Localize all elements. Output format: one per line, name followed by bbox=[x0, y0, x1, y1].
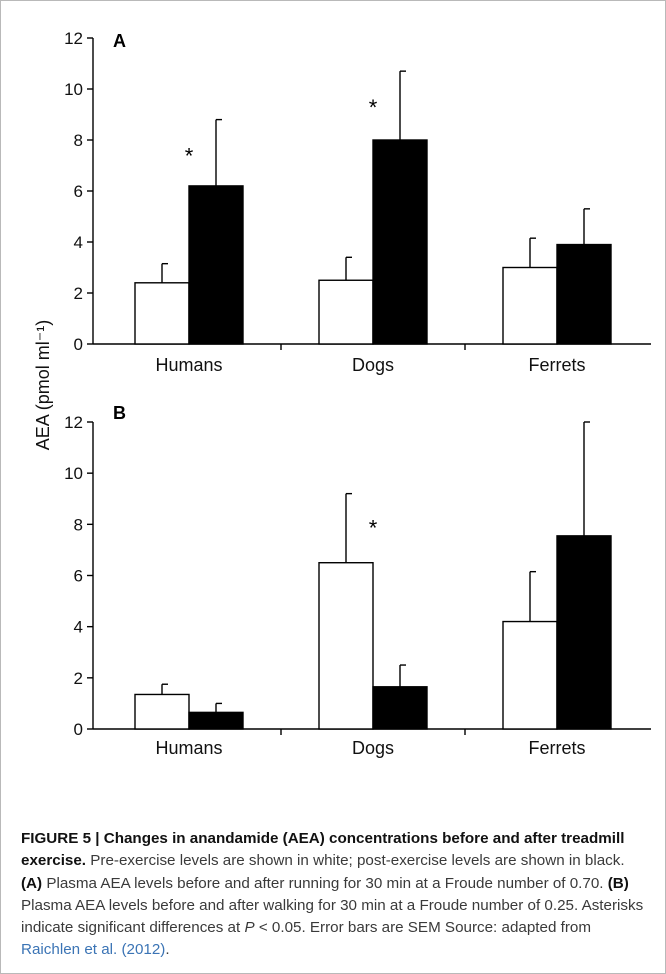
y-tick-label: 8 bbox=[74, 131, 83, 150]
bar bbox=[556, 243, 612, 345]
caption-figure-title: FIGURE 5 | Changes in anandamide (AEA) c… bbox=[21, 830, 625, 870]
y-tick-label: 0 bbox=[74, 335, 83, 354]
bar bbox=[372, 139, 428, 345]
caption-label-b: (B) bbox=[607, 874, 629, 892]
bar bbox=[502, 620, 558, 730]
panel-label: A bbox=[113, 31, 126, 51]
y-tick-label: 10 bbox=[64, 80, 83, 99]
caption-reference-link[interactable]: Raichlen et al. (2012) bbox=[21, 941, 166, 959]
x-category-label: Dogs bbox=[352, 355, 394, 375]
caption-text-1: Pre-exercise levels are shown in white; … bbox=[86, 852, 625, 870]
significance-asterisk: * bbox=[369, 516, 378, 541]
y-tick-label: 8 bbox=[74, 515, 83, 534]
significance-asterisk: * bbox=[369, 95, 378, 120]
x-category-label: Ferrets bbox=[528, 738, 585, 758]
bar bbox=[372, 686, 428, 730]
significance-asterisk: * bbox=[185, 144, 194, 169]
caption-text-end: . bbox=[165, 941, 170, 959]
y-tick-label: 2 bbox=[74, 284, 83, 303]
bar bbox=[318, 279, 374, 345]
y-tick-label: 6 bbox=[74, 567, 83, 586]
figure-5-charts: 0 2 4 6 8 10 12 A Humans Dogs Ferrets * * 0 2 4 6 8 10 12 B H… bbox=[33, 29, 651, 758]
x-category-label: Humans bbox=[155, 355, 222, 375]
y-tick-label: 4 bbox=[74, 233, 83, 252]
bar bbox=[188, 711, 244, 730]
bar bbox=[502, 266, 558, 345]
y-tick-label: 10 bbox=[64, 464, 83, 483]
bar bbox=[134, 282, 190, 345]
bar bbox=[188, 185, 244, 345]
y-tick-label: 12 bbox=[64, 413, 83, 432]
caption-label-a: (A) bbox=[21, 874, 43, 892]
y-tick-label: 6 bbox=[74, 182, 83, 201]
y-tick-label: 12 bbox=[64, 29, 83, 48]
caption-text-b: Plasma AEA levels before and after walki… bbox=[21, 896, 644, 937]
y-tick-label: 4 bbox=[74, 618, 83, 637]
y-axis-label: AEA (pmol ml⁻¹) bbox=[33, 320, 53, 451]
figure-caption: FIGURE 5 | Changes in anandamide (AEA) c… bbox=[21, 828, 649, 962]
panel-label: B bbox=[113, 403, 126, 423]
bar bbox=[318, 562, 374, 730]
bar bbox=[134, 693, 190, 730]
x-category-label: Ferrets bbox=[528, 355, 585, 375]
bar bbox=[556, 535, 612, 730]
x-category-label: Dogs bbox=[352, 738, 394, 758]
caption-text-p: < 0.05. Error bars are SEM Source: adapt… bbox=[254, 919, 591, 937]
caption-p-symbol: P bbox=[244, 919, 255, 937]
y-tick-label: 2 bbox=[74, 669, 83, 688]
y-tick-label: 0 bbox=[74, 720, 83, 739]
caption-text-a: Plasma AEA levels before and after runni… bbox=[42, 874, 608, 892]
x-category-label: Humans bbox=[155, 738, 222, 758]
